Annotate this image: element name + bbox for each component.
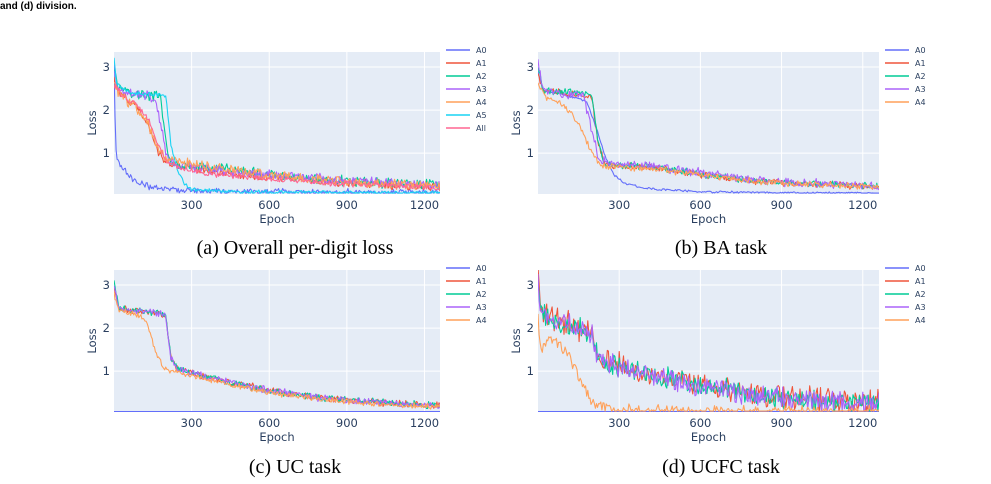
legend-label-a2: A2 [476,72,487,81]
chart-panel-ba: 300 600 900 1200 1 2 3 Epoch Loss A0 A1 A2 A3 A4 [502,44,947,239]
series-line-a3 [114,285,440,409]
legend-label-a0: A0 [915,46,926,55]
legend-label-a1: A1 [915,59,926,68]
chart-overall: 300 600 900 1200 1 2 3 Epoch Loss A0 A1 A2 A3 A4 A5 All [85,46,487,226]
x-tick-label: 600 [258,416,280,430]
chart-ba: 300 600 900 1200 1 2 3 Epoch Loss A0 A1 A2 A3 A4 [509,46,926,226]
x-tick-label: 600 [258,198,280,212]
caption-overall: (a) Overall per-digit loss [196,237,394,259]
plot-area [538,270,879,412]
legend-label-a3: A3 [476,85,487,94]
legend-label-a4: A4 [915,316,926,325]
caption-ba: (b) BA task [674,237,768,259]
top-caption: and (d) division. [0,1,77,12]
x-axis-title: Epoch [259,212,294,226]
series-line-a4 [538,313,879,412]
y-tick-label: 3 [527,60,534,74]
y-tick-label: 2 [527,321,534,335]
legend-label-a3: A3 [915,85,926,94]
x-tick-label: 300 [608,416,630,430]
legend-label-a4: A4 [476,316,487,325]
legend-label-a2: A2 [915,290,926,299]
series-line-a3 [538,273,879,412]
y-axis-title: Loss [509,110,523,135]
caption-ucfc: (d) UCFC task [662,456,780,478]
y-axis-title: Loss [85,110,99,135]
legend-label-a2: A2 [915,72,926,81]
legend-label-all: All [476,124,486,133]
y-tick-label: 2 [103,321,110,335]
x-tick-label: 900 [336,416,358,430]
legend-label-a0: A0 [476,46,487,55]
y-axis-title: Loss [85,328,99,353]
y-tick-label: 1 [527,146,534,160]
legend-label-a1: A1 [476,59,487,68]
x-tick-label: 600 [689,416,711,430]
chart-ucfc: 300 600 900 1200 1 2 3 Epoch Loss A0 A1 A2 A3 A4 [509,264,926,444]
x-tick-label: 300 [608,198,630,212]
x-tick-label: 900 [336,198,358,212]
x-tick-label: 1200 [410,416,439,430]
y-tick-label: 1 [103,364,110,378]
x-tick-label: 900 [771,198,793,212]
y-axis-title: Loss [509,328,523,353]
chart-panel-uc: 300 600 900 1200 1 2 3 Epoch Loss A0 A1 A2 A3 A4 [78,262,508,457]
y-tick-label: 3 [103,278,110,292]
y-tick-label: 2 [103,103,110,117]
y-tick-label: 3 [527,278,534,292]
series-line-a0 [538,71,879,194]
x-tick-label: 900 [771,416,793,430]
legend-label-a1: A1 [476,277,487,286]
series-line-a4 [114,81,440,190]
chart-panel-ucfc: 300 600 900 1200 1 2 3 Epoch Loss A0 A1 A2 A3 A4 [502,262,947,457]
legend-label-a4: A4 [915,98,926,107]
series-line-a5 [114,57,440,194]
y-tick-label: 3 [103,60,110,74]
series-line-a4 [538,82,879,190]
legend-label-a5: A5 [476,111,487,120]
legend-label-a3: A3 [476,303,487,312]
x-axis-title: Epoch [691,212,726,226]
x-tick-label: 300 [181,198,203,212]
legend-label-a4: A4 [476,98,487,107]
x-axis-title: Epoch [259,430,294,444]
x-tick-label: 600 [689,198,711,212]
x-tick-label: 1200 [848,198,877,212]
legend-label-a0: A0 [476,264,487,273]
legend-label-a3: A3 [915,303,926,312]
x-tick-label: 1200 [410,198,439,212]
series-line-a3 [538,59,879,191]
chart-panel-overall: 300 600 900 1200 1 2 3 Epoch Loss A0 A1 A2 A3 A4 A5 All [78,44,508,239]
series-line-all [114,84,440,191]
legend-label-a2: A2 [476,290,487,299]
series-line-a4 [114,291,440,410]
legend-label-a0: A0 [915,264,926,273]
y-tick-label: 1 [527,364,534,378]
x-tick-label: 300 [181,416,203,430]
x-axis-title: Epoch [691,430,726,444]
y-tick-label: 2 [527,103,534,117]
x-tick-label: 1200 [848,416,877,430]
chart-uc: 300 600 900 1200 1 2 3 Epoch Loss A0 A1 A2 A3 A4 [85,264,487,444]
legend-label-a1: A1 [915,277,926,286]
y-tick-label: 1 [103,146,110,160]
caption-uc: (c) UC task [248,456,342,478]
